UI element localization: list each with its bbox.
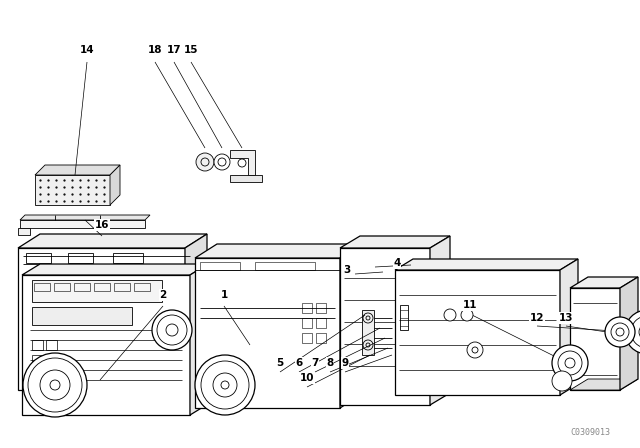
Circle shape (195, 355, 255, 415)
Polygon shape (230, 175, 262, 182)
Polygon shape (340, 244, 362, 408)
Bar (383, 265, 411, 283)
Bar (46, 355, 57, 365)
Bar (200, 262, 240, 270)
Bar (94, 283, 110, 291)
Text: 10: 10 (300, 373, 314, 383)
Bar (46, 340, 57, 350)
Circle shape (461, 309, 473, 321)
Text: 15: 15 (184, 45, 198, 55)
Bar (400, 305, 408, 330)
Polygon shape (185, 234, 207, 390)
Text: 2: 2 (159, 290, 166, 300)
Bar (302, 333, 312, 343)
Bar (26, 253, 51, 263)
Polygon shape (20, 215, 150, 220)
Text: 3: 3 (344, 265, 351, 275)
Circle shape (444, 309, 456, 321)
Bar (54, 283, 70, 291)
Polygon shape (35, 165, 120, 175)
Polygon shape (362, 310, 374, 355)
Text: 16: 16 (95, 220, 109, 230)
Circle shape (23, 353, 87, 417)
Circle shape (625, 310, 640, 354)
Polygon shape (18, 248, 185, 390)
Text: 5: 5 (276, 358, 284, 368)
Circle shape (196, 153, 214, 171)
Bar (412, 303, 426, 323)
Circle shape (467, 342, 483, 358)
Polygon shape (195, 244, 362, 258)
Bar (134, 283, 150, 291)
Polygon shape (395, 259, 578, 270)
Text: 4: 4 (394, 258, 401, 268)
Polygon shape (340, 248, 430, 405)
Bar (32, 340, 43, 350)
Polygon shape (190, 264, 208, 415)
Bar (114, 283, 130, 291)
Circle shape (605, 317, 635, 347)
Polygon shape (395, 270, 560, 395)
Polygon shape (570, 288, 620, 390)
Text: 8: 8 (326, 358, 333, 368)
Polygon shape (340, 236, 450, 248)
Polygon shape (195, 258, 340, 408)
Bar (113, 253, 143, 263)
Bar (68, 253, 93, 263)
Bar (74, 283, 90, 291)
Bar (32, 355, 43, 365)
Polygon shape (18, 228, 30, 235)
Polygon shape (620, 277, 638, 390)
Bar (32, 370, 43, 380)
Text: 18: 18 (148, 45, 163, 55)
Text: 9: 9 (341, 358, 349, 368)
Circle shape (214, 154, 230, 170)
Polygon shape (22, 264, 208, 275)
Polygon shape (22, 275, 190, 415)
Circle shape (552, 371, 572, 391)
Polygon shape (430, 236, 450, 405)
Text: 17: 17 (166, 45, 181, 55)
Polygon shape (18, 234, 207, 248)
Text: 1: 1 (220, 290, 228, 300)
Circle shape (552, 345, 588, 381)
Bar (316, 333, 326, 343)
Text: 7: 7 (311, 358, 319, 368)
Polygon shape (110, 165, 120, 205)
Text: 11: 11 (463, 300, 477, 310)
Bar (316, 318, 326, 328)
Bar (32, 280, 162, 302)
Polygon shape (570, 379, 638, 390)
Bar (46, 370, 57, 380)
Polygon shape (560, 259, 578, 395)
Bar (255, 262, 315, 270)
Text: 13: 13 (559, 313, 573, 323)
Bar (34, 283, 50, 291)
Polygon shape (35, 175, 110, 205)
Polygon shape (20, 220, 145, 228)
Bar (302, 303, 312, 313)
Polygon shape (230, 150, 255, 175)
Circle shape (152, 310, 192, 350)
Bar (316, 303, 326, 313)
Text: 12: 12 (530, 313, 544, 323)
Bar (302, 318, 312, 328)
Text: 6: 6 (296, 358, 303, 368)
Bar (32, 307, 132, 325)
Polygon shape (570, 277, 638, 288)
Text: 14: 14 (80, 45, 94, 55)
Text: C0309013: C0309013 (570, 427, 610, 436)
